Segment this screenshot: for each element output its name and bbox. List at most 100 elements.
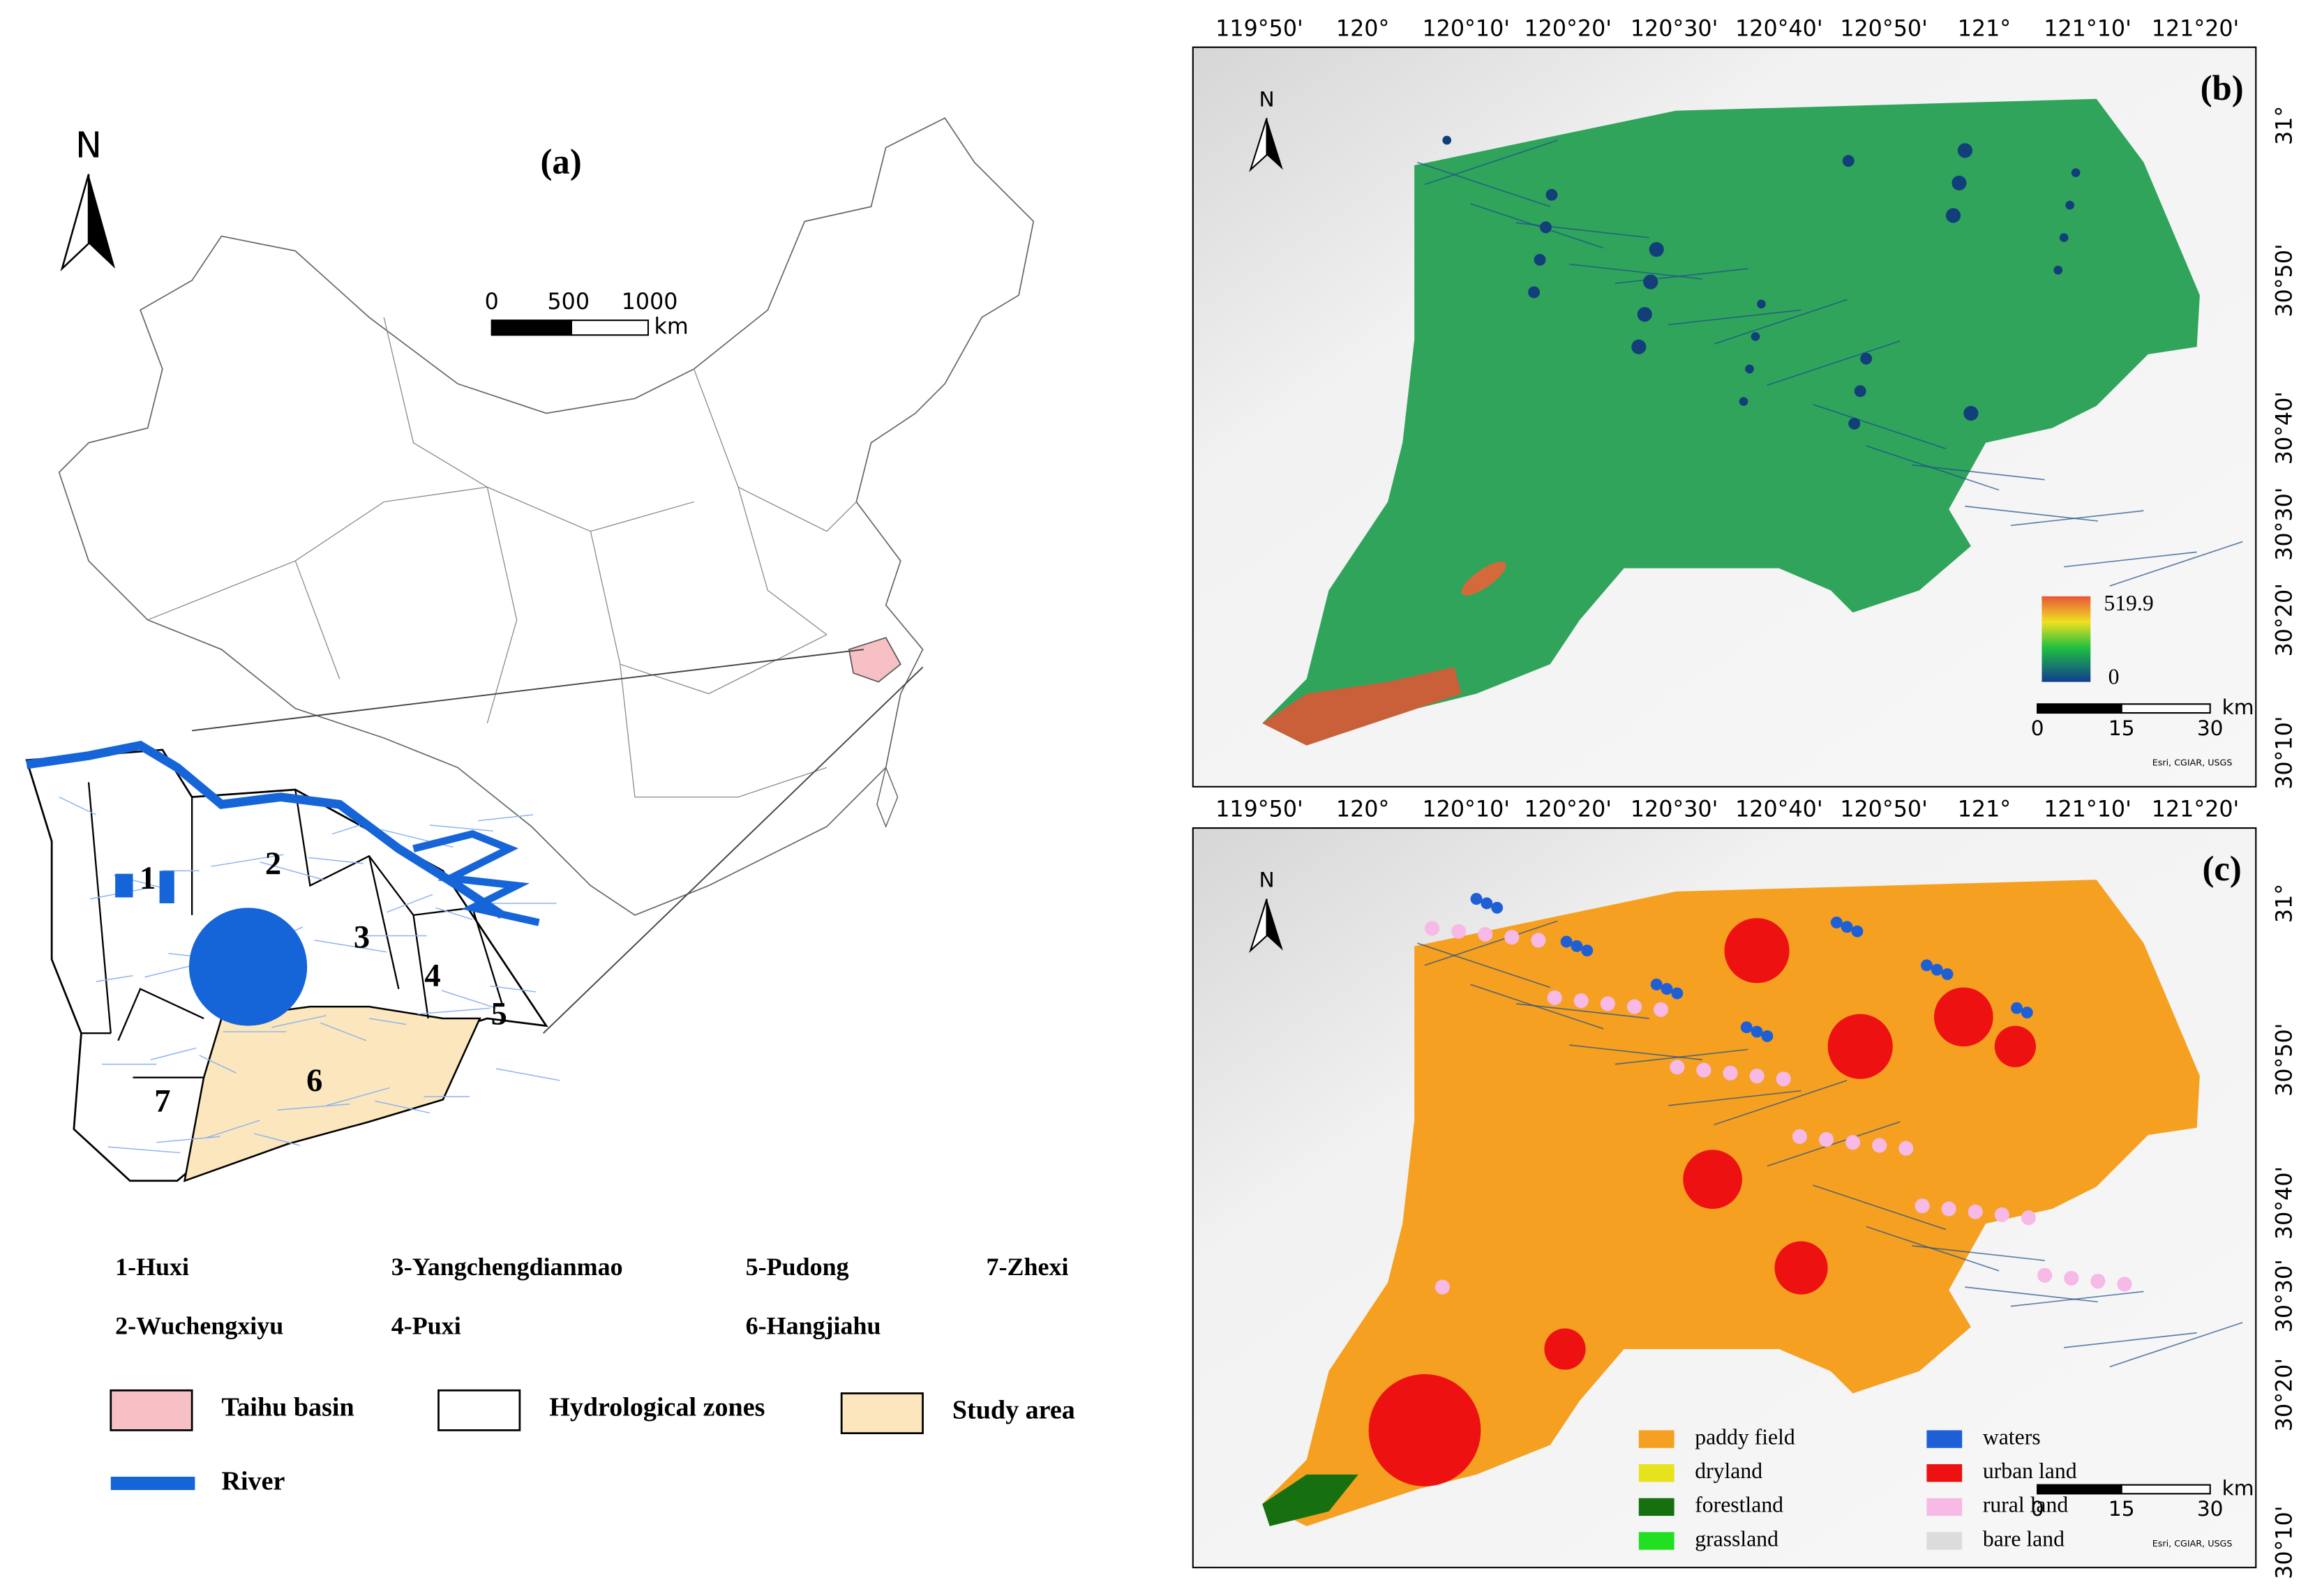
longitude-label: 121°10' — [2044, 16, 2131, 41]
study-area — [1262, 98, 2200, 746]
rural-patch — [1600, 996, 1615, 1011]
longitude-label: 120°40' — [1735, 797, 1822, 822]
water-patch — [1581, 944, 1594, 957]
scale-label: 0 — [485, 289, 499, 315]
province-boundary — [620, 664, 827, 798]
river-network — [320, 1022, 367, 1041]
zone-boundary — [117, 988, 204, 1041]
north-arrow — [1266, 898, 1283, 951]
scale-bar — [490, 319, 573, 336]
water-patch — [1740, 1021, 1753, 1034]
water-patch — [2053, 265, 2063, 275]
road-network — [1912, 464, 2045, 481]
longitude-label: 120°10' — [1422, 16, 1509, 41]
water-patch — [1470, 893, 1483, 905]
water-patch — [1571, 940, 1583, 952]
legend-swatch — [110, 1389, 193, 1431]
water-patch — [1540, 221, 1552, 234]
latitude-label: 30°10' — [2272, 716, 2298, 789]
water-patch — [1751, 332, 1760, 341]
river-network — [417, 1007, 490, 1015]
water-patch — [1860, 352, 1873, 365]
legend-swatch — [1926, 1464, 1963, 1482]
urban-patch — [1544, 1328, 1586, 1370]
water-patch — [1534, 253, 1546, 266]
map-panel — [1192, 827, 2257, 1569]
longitude-label: 120°10' — [1422, 797, 1509, 822]
rural-patch — [1792, 1129, 1808, 1144]
water-patch — [1757, 299, 1766, 309]
road-network — [1470, 203, 1604, 249]
rural-patch — [1776, 1071, 1791, 1087]
water-patch — [1481, 897, 1493, 910]
road-network — [1417, 942, 1551, 988]
attribution: Esri, CGIAR, USGS — [2152, 757, 2233, 767]
water-patch — [1841, 921, 1853, 933]
water-patch — [1739, 397, 1748, 406]
legend-swatch — [437, 1389, 521, 1431]
river-network — [150, 1047, 197, 1060]
longitude-label: 120°30' — [1631, 16, 1718, 41]
taihu-basin-small — [848, 637, 901, 683]
road-network — [2010, 1290, 2144, 1307]
water-patch — [1560, 935, 1573, 948]
longitude-label: 120°20' — [1524, 16, 1611, 41]
zone-name: 7-Zhexi — [987, 1253, 1069, 1281]
rural-patch — [1547, 990, 1562, 1005]
urban-patch — [1683, 1150, 1742, 1209]
zone-number: 1 — [140, 861, 156, 896]
river-network — [387, 894, 433, 913]
rural-patch — [1696, 1062, 1711, 1078]
road-network — [1965, 505, 2098, 522]
road-network — [1614, 1048, 1748, 1065]
river-network — [326, 1087, 390, 1106]
water-patch — [1761, 1030, 1774, 1042]
province-boundary — [737, 487, 827, 635]
rural-patch — [1898, 1140, 1914, 1156]
road-network — [2064, 1332, 2197, 1348]
scale-unit: km — [654, 315, 688, 340]
scale-label: 15 — [2108, 1497, 2135, 1521]
river-network — [495, 1068, 560, 1081]
zone-name: 5-Pudong — [746, 1253, 849, 1281]
rural-patch — [2090, 1274, 2106, 1289]
water-patch — [2011, 1002, 2023, 1014]
panel-label: (c) — [2202, 849, 2241, 888]
road-network — [1714, 299, 1848, 345]
water-patch — [1751, 1025, 1763, 1038]
rural-patch — [2021, 1210, 2037, 1226]
longitude-label: 120°50' — [1840, 797, 1927, 822]
rural-patch — [2117, 1277, 2132, 1292]
urban-patch — [1724, 918, 1790, 984]
scale-label: 0 — [2031, 716, 2044, 740]
road-network — [1424, 920, 1558, 966]
water-patch — [1661, 983, 1673, 995]
latitude-label: 30°50' — [2272, 243, 2298, 317]
river-network — [478, 814, 534, 822]
attribution: Esri, CGIAR, USGS — [2152, 1538, 2233, 1549]
water-patch — [1631, 339, 1647, 354]
province-boundary — [147, 486, 488, 621]
latitude-label: 30°20' — [2272, 583, 2298, 656]
color-ramp — [2041, 596, 2091, 682]
river — [26, 740, 505, 919]
legend-swatch — [1638, 1532, 1675, 1550]
river-network — [199, 1055, 237, 1074]
longitude-label: 121° — [1958, 797, 2011, 822]
road-network — [1668, 309, 1801, 326]
river-network — [107, 1146, 181, 1154]
province-boundary — [486, 487, 518, 724]
rural-patch — [2064, 1270, 2079, 1286]
scale-bar — [2037, 703, 2122, 714]
longitude-label: 120°40' — [1735, 16, 1822, 41]
road-network — [1767, 340, 1901, 386]
pointer-line — [192, 649, 864, 732]
north-label: N — [1259, 87, 1275, 111]
water-patch — [2071, 168, 2081, 177]
road-network — [1767, 1121, 1901, 1167]
river-network — [368, 1018, 407, 1025]
road-network — [1866, 445, 2000, 491]
river-network — [441, 990, 497, 1009]
high-elevation — [1262, 667, 1462, 746]
rural-patch — [1670, 1060, 1685, 1075]
